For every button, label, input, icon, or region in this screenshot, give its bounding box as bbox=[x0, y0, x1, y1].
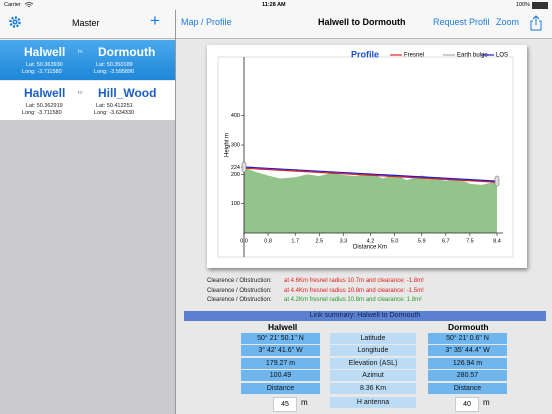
battery-icon bbox=[532, 2, 548, 9]
wifi-icon bbox=[25, 2, 33, 8]
summary-cell: Elevation (ASL) bbox=[330, 357, 416, 369]
zoom-button[interactable]: Zoom bbox=[496, 17, 520, 27]
y-tick-label: 224 bbox=[231, 165, 240, 171]
y-tick-label: 100 bbox=[231, 201, 240, 207]
summary-cell: Distance bbox=[428, 382, 507, 394]
x-tick-label: 1.7 bbox=[291, 238, 299, 244]
chart-frame bbox=[217, 56, 514, 258]
back-button[interactable]: Map / Profile bbox=[181, 17, 232, 27]
legend-label: Fresnel bbox=[404, 53, 424, 59]
route-to: Hill_Wood bbox=[98, 86, 157, 100]
time: 11:28 AM bbox=[262, 2, 286, 8]
series-line bbox=[243, 167, 498, 183]
series-line bbox=[243, 166, 498, 182]
antenna-unit: m bbox=[301, 398, 308, 407]
clearance-label: Clearence / Obstruction: bbox=[207, 287, 272, 294]
x-tick-label: 5.0 bbox=[391, 238, 399, 244]
y-tick-label: 400 bbox=[231, 113, 240, 119]
summary-cell: Azimut bbox=[330, 370, 416, 382]
status-bar bbox=[0, 0, 552, 10]
clearance-text: at 4.4Km fresnel radius 10.8m and cleara… bbox=[284, 287, 424, 294]
from-long: Long: -3.711580 bbox=[22, 110, 62, 116]
x-tick-label: 3.3 bbox=[340, 238, 348, 244]
summary-cell: 50° 21' 0.6" N bbox=[428, 333, 507, 344]
x-tick-label: 7.5 bbox=[466, 238, 474, 244]
from-lat: Lat: 50.363930 bbox=[26, 62, 63, 68]
terrain-area bbox=[244, 167, 497, 233]
y-tick-label: 300 bbox=[231, 142, 240, 148]
add-button[interactable]: + bbox=[150, 11, 160, 30]
x-axis-label: Distance Km bbox=[353, 245, 387, 251]
summary-cell: 3° 42' 41.6" W bbox=[241, 345, 320, 357]
antenna-unit: m bbox=[483, 398, 490, 407]
y-axis-label: Height m bbox=[225, 133, 231, 157]
chart-title: Profile bbox=[351, 49, 379, 59]
to-long: Long: -3.595890 bbox=[94, 69, 135, 75]
panel-divider bbox=[175, 10, 176, 414]
legend-label: Earth bulge bbox=[457, 53, 488, 59]
route-from: Halwell bbox=[24, 45, 66, 59]
list-item[interactable] bbox=[0, 40, 175, 80]
summary-cell: Longitude bbox=[330, 345, 416, 357]
summary-cell: 280.57 bbox=[428, 370, 507, 382]
from-header: Halwell bbox=[268, 322, 298, 332]
x-tick-label: 6.7 bbox=[442, 238, 450, 244]
summary-cell: 8.36 Km bbox=[330, 382, 416, 394]
antenna-icon bbox=[241, 161, 247, 173]
carrier: Carrier bbox=[4, 2, 21, 8]
request-button[interactable]: Request Profil bbox=[433, 17, 490, 27]
clearance-label: Clearence / Obstruction: bbox=[207, 297, 272, 303]
clearance-text: at 4.2Km fresnel radius 10.8m and cleara… bbox=[284, 297, 422, 303]
route-to-word: to bbox=[78, 90, 83, 96]
antenna-input[interactable]: 40 bbox=[455, 397, 479, 412]
master-title: Master bbox=[72, 18, 100, 28]
from-long: Long: -3.711580 bbox=[22, 69, 62, 75]
to-lat: Lat: 50.412251 bbox=[96, 103, 133, 109]
settings-button[interactable] bbox=[9, 16, 21, 28]
summary-cell: Distance bbox=[241, 382, 320, 394]
x-tick-label: 2.5 bbox=[315, 238, 323, 244]
clearance-text: at 4.6Km fresnel radius 10.7m and cleara… bbox=[284, 278, 424, 284]
antenna-icon bbox=[494, 175, 500, 187]
list-item[interactable] bbox=[0, 81, 175, 121]
summary-cell: 179.27 m bbox=[241, 357, 320, 369]
detail-title: Halwell to Dormouth bbox=[318, 17, 406, 27]
to-header: Dormouth bbox=[448, 322, 489, 332]
to-lat: Lat: 50.350189 bbox=[96, 62, 133, 68]
x-tick-label: 8.4 bbox=[493, 238, 501, 244]
y-tick-label: 200 bbox=[231, 172, 240, 178]
summary-cell: 3° 35' 44.4" W bbox=[428, 345, 507, 357]
summary-bar: Link summary: Halwell to Dormouth bbox=[184, 311, 546, 321]
share-button[interactable] bbox=[530, 15, 542, 31]
x-tick-label: 0.8 bbox=[264, 238, 272, 244]
route-from: Halwell bbox=[24, 86, 66, 100]
detail-nav bbox=[176, 10, 552, 39]
summary-cell: Latitude bbox=[330, 333, 416, 344]
legend-label: LOS bbox=[496, 53, 508, 59]
master-background bbox=[0, 120, 175, 414]
summary-cell: 126.94 m bbox=[428, 357, 507, 369]
master-nav bbox=[0, 10, 175, 39]
summary-cell: 50° 21' 50.1" N bbox=[241, 333, 320, 344]
to-long: Long: -3.634330 bbox=[94, 110, 135, 116]
route-to: Dormouth bbox=[98, 45, 156, 59]
antenna-input[interactable]: 45 bbox=[273, 397, 297, 412]
x-tick-label: 4.2 bbox=[367, 238, 375, 244]
summary-cell: 100.49 bbox=[241, 370, 320, 382]
from-lat: Lat: 50.362919 bbox=[26, 103, 63, 109]
x-tick-label: 5.9 bbox=[418, 238, 426, 244]
x-tick-label: 0.0 bbox=[240, 238, 248, 244]
battery-text: 100% bbox=[516, 2, 531, 8]
summary-cell: H antenna bbox=[330, 397, 416, 408]
clearance-label: Clearence / Obstruction: bbox=[207, 278, 272, 284]
route-to-word: to bbox=[78, 49, 83, 55]
